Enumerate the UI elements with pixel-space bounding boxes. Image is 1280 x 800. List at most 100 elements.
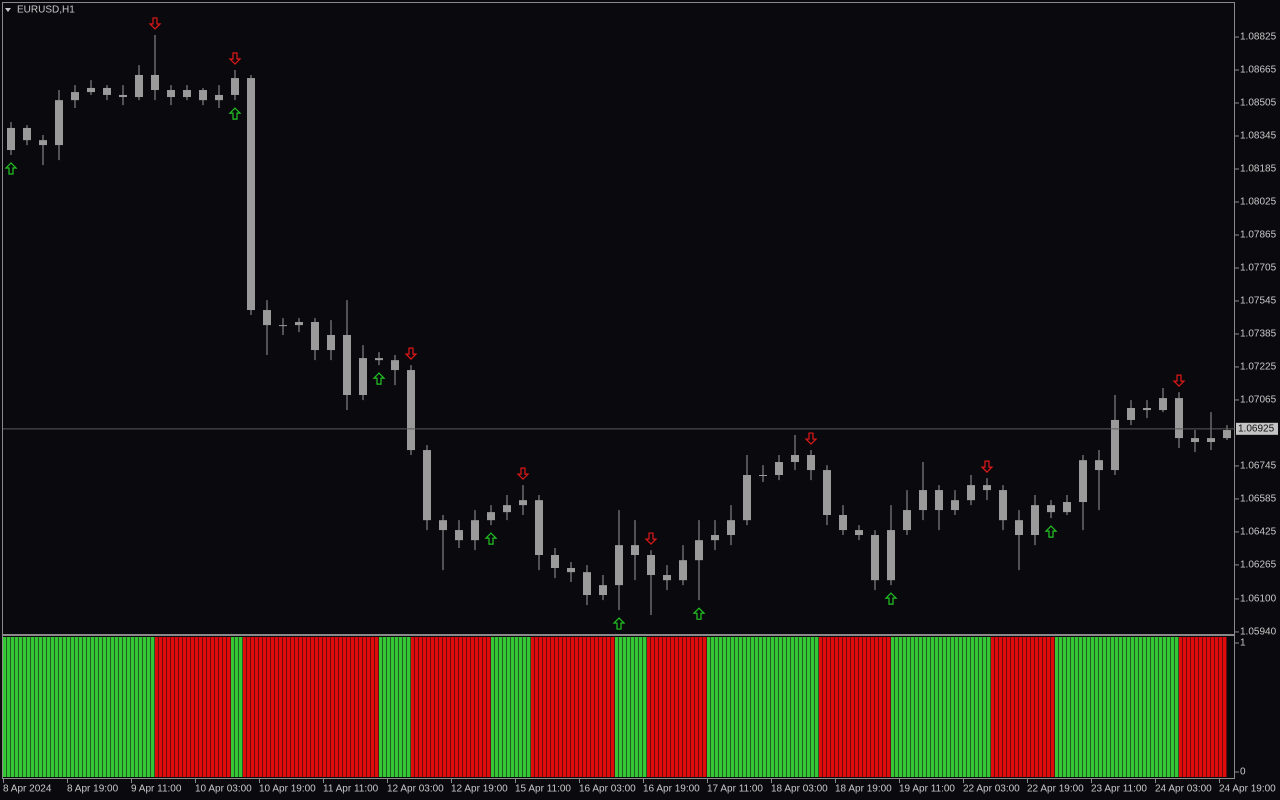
candle-body	[679, 560, 687, 581]
y-tick-label: 1.07065	[1240, 395, 1277, 406]
down-arrow	[644, 532, 658, 545]
candle-body	[247, 78, 255, 311]
up-arrow	[884, 592, 898, 605]
candle-body	[39, 140, 47, 146]
candle-body	[1223, 430, 1231, 439]
y-tick-label: 1.07545	[1240, 296, 1277, 307]
y-tick-label: 1.08505	[1240, 98, 1277, 109]
candle-body	[903, 510, 911, 531]
down-arrow	[516, 467, 530, 480]
candle-body	[967, 485, 975, 501]
candle-body	[487, 512, 495, 521]
y-tick-label: 1.07865	[1240, 230, 1277, 241]
down-arrow	[980, 460, 994, 473]
candle-body	[567, 568, 575, 573]
candle-body	[823, 470, 831, 516]
candle-body	[759, 475, 767, 477]
x-tick-label: 22 Apr 03:00	[963, 784, 1020, 795]
x-tick-label: 9 Apr 11:00	[131, 784, 182, 795]
candle-body	[519, 500, 527, 506]
candle-body	[103, 87, 111, 95]
up-arrow	[1044, 525, 1058, 538]
x-tick-label: 16 Apr 03:00	[579, 784, 636, 795]
candle-body	[935, 490, 943, 511]
indicator-stripes	[3, 637, 1227, 777]
price-plot	[3, 17, 1235, 630]
candle-body	[663, 575, 671, 581]
candle-body	[1143, 407, 1151, 411]
y-tick-label: 1.06425	[1240, 527, 1277, 538]
down-arrow	[1172, 374, 1186, 387]
candle-body	[343, 334, 351, 396]
x-tick-label: 22 Apr 19:00	[1027, 784, 1084, 795]
candle-body	[1207, 438, 1215, 443]
x-tick-label: 12 Apr 03:00	[387, 784, 444, 795]
candle-body	[551, 555, 559, 569]
up-arrow	[612, 617, 626, 630]
y-tick-label: 1.06100	[1240, 594, 1277, 605]
down-arrow	[148, 17, 162, 30]
candle-body	[1031, 505, 1039, 536]
x-tick-label: 24 Apr 19:00	[1219, 784, 1276, 795]
candle-body	[535, 500, 543, 556]
x-tick-label: 19 Apr 11:00	[899, 784, 955, 795]
candle-body	[1111, 419, 1119, 471]
candle-body	[999, 490, 1007, 521]
x-tick-label: 8 Apr 19:00	[67, 784, 119, 795]
candle-body	[23, 127, 31, 141]
candle-body	[743, 475, 751, 521]
candle-body	[87, 87, 95, 93]
y-tick-label: 1.08665	[1240, 65, 1277, 76]
up-arrow	[692, 607, 706, 620]
candle-body	[71, 92, 79, 101]
candle-body	[1127, 407, 1135, 420]
up-arrow	[228, 107, 242, 120]
x-tick-label: 17 Apr 11:00	[707, 784, 763, 795]
y-tick-label: 1.08025	[1240, 197, 1277, 208]
y-tick-label: 1.08345	[1240, 131, 1277, 142]
y-tick-label: 1.08825	[1240, 32, 1277, 43]
x-tick-label: 10 Apr 19:00	[259, 784, 316, 795]
candle-body	[631, 545, 639, 556]
y-tick-label: 1.08185	[1240, 164, 1277, 175]
candle-body	[119, 94, 127, 98]
x-tick-label: 18 Apr 03:00	[771, 784, 828, 795]
y-tick-label: 1.07385	[1240, 329, 1277, 340]
x-tick-label: 15 Apr 11:00	[515, 784, 571, 795]
y-tick-label: 1.07705	[1240, 263, 1277, 274]
candle-body	[871, 535, 879, 581]
candle-body	[1159, 398, 1167, 411]
candle-body	[1095, 460, 1103, 471]
candle-body	[983, 485, 991, 491]
candle-body	[423, 450, 431, 521]
y-tick-label: 1.06265	[1240, 560, 1277, 571]
candle-body	[951, 500, 959, 511]
y-tick-label: 1.07225	[1240, 362, 1277, 373]
candle-body	[727, 520, 735, 536]
x-tick-label: 12 Apr 19:00	[451, 784, 508, 795]
current-price-box	[1236, 422, 1278, 435]
x-tick-label: 24 Apr 03:00	[1155, 784, 1212, 795]
down-arrow	[404, 347, 418, 360]
candle-body	[887, 530, 895, 581]
candle-body	[231, 78, 239, 95]
chart-title: EURUSD,H1	[17, 5, 75, 16]
candle-body	[711, 535, 719, 541]
candle-body	[167, 90, 175, 98]
candle-body	[295, 322, 303, 326]
current-price-label: 1.06925	[1238, 423, 1275, 434]
x-tick-label: 11 Apr 11:00	[323, 784, 379, 795]
candle-body	[135, 74, 143, 98]
candle-body	[183, 90, 191, 98]
y-tick-label: 0	[1240, 767, 1246, 778]
menu-triangle	[5, 8, 11, 12]
y-tick-label: 1	[1240, 638, 1246, 649]
candle-body	[695, 540, 703, 561]
x-tick-label: 18 Apr 19:00	[835, 784, 892, 795]
candle-body	[583, 572, 591, 596]
candle-body	[263, 310, 271, 326]
candle-body	[439, 520, 447, 531]
candle-body	[311, 322, 319, 351]
y-tick-label: 1.06585	[1240, 494, 1277, 505]
